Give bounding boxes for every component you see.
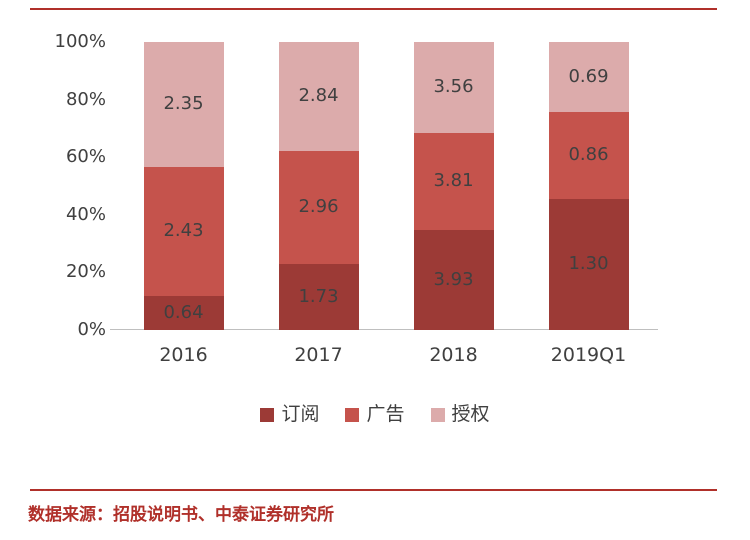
segment-广告: 3.81: [413, 132, 494, 230]
value-label: 1.73: [298, 285, 339, 307]
legend-swatch-icon: [345, 407, 360, 422]
y-tick-label: 0%: [77, 319, 106, 340]
legend-label: 广告: [366, 403, 405, 425]
value-label: 0.69: [568, 65, 609, 87]
segment-订阅: 0.64: [143, 296, 224, 330]
bar-2016: 0.64 2.43 2.35: [143, 42, 224, 330]
bar-slot-2019Q1: 1.30 0.86 0.69: [521, 42, 656, 330]
segment-广告: 2.43: [143, 166, 224, 296]
legend-swatch-icon: [430, 407, 445, 422]
x-axis-line: [110, 329, 658, 330]
segment-订阅: 1.30: [548, 198, 629, 330]
bar-2018: 3.93 3.81 3.56: [413, 42, 494, 330]
legend-item-广告: 广告: [345, 403, 405, 425]
value-label: 3.93: [433, 268, 474, 290]
bar-slot-2016: 0.64 2.43 2.35: [116, 42, 251, 330]
y-tick-label: 80%: [65, 88, 106, 110]
segment-订阅: 3.93: [413, 229, 494, 330]
legend-label: 订阅: [281, 403, 320, 425]
legend: 订阅 广告 授权: [0, 405, 750, 424]
segment-授权: 2.35: [143, 42, 224, 167]
y-tick-label: 40%: [65, 203, 106, 225]
segment-广告: 2.96: [278, 150, 359, 264]
legend-item-订阅: 订阅: [260, 405, 319, 424]
bar-2017: 1.73 2.96 2.84: [278, 42, 359, 330]
segment-授权: 2.84: [278, 42, 359, 151]
segment-授权: 0.69: [548, 42, 629, 112]
value-label: 0.86: [568, 144, 609, 166]
top-divider: [30, 8, 717, 10]
legend-item-授权: 授权: [430, 403, 490, 425]
bar-slot-2017: 1.73 2.96 2.84: [251, 42, 386, 330]
legend-swatch-icon: [260, 407, 275, 422]
bar-slot-2018: 3.93 3.81 3.56: [386, 42, 521, 330]
y-tick-label: 60%: [65, 146, 106, 168]
x-axis: 2016 2017 2018 2019Q1: [116, 344, 656, 366]
segment-广告: 0.86: [548, 111, 629, 199]
value-label: 2.35: [163, 93, 204, 115]
segment-授权: 3.56: [413, 42, 494, 133]
x-tick-label: 2019Q1: [550, 344, 627, 366]
x-tick-label: 2016: [159, 344, 208, 366]
x-tick-label: 2017: [294, 344, 343, 366]
segment-订阅: 1.73: [278, 263, 359, 330]
value-label: 2.96: [298, 196, 339, 218]
y-axis: 0% 20% 40% 60% 80% 100%: [28, 33, 106, 339]
value-label: 3.81: [433, 170, 474, 192]
value-label: 1.30: [568, 253, 609, 275]
y-tick-label: 20%: [65, 261, 106, 283]
value-label: 2.84: [298, 85, 339, 107]
y-tick-label: 100%: [54, 31, 106, 52]
x-tick-label: 2018: [429, 344, 478, 366]
value-label: 2.43: [163, 220, 204, 242]
value-label: 0.64: [163, 302, 204, 323]
source-note: 数据来源：招股说明书、中泰证券研究所: [28, 505, 334, 524]
plot-area: 0.64 2.43 2.35 1.73 2.96 2.84 3.93 3.81 3.56 1.30…: [110, 42, 658, 330]
value-label: 3.56: [433, 76, 474, 98]
bar-2019Q1: 1.30 0.86 0.69: [548, 42, 629, 330]
bottom-divider: [30, 489, 717, 491]
legend-label: 授权: [451, 403, 490, 425]
